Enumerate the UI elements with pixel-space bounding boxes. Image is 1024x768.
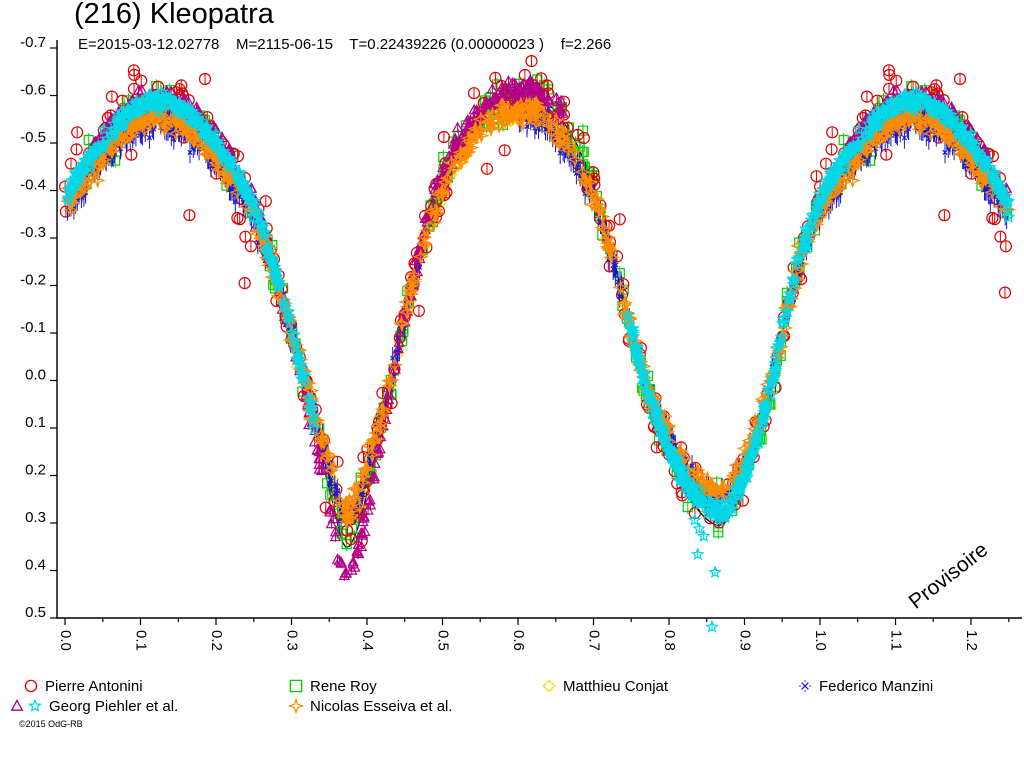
x-tick-label: 0.5	[435, 630, 452, 651]
x-tick-label: 0.9	[737, 630, 754, 651]
y-tick-label: 0.0	[25, 367, 46, 384]
axis-ticks	[50, 47, 1010, 625]
x-tick-label: 0.7	[586, 630, 603, 651]
x-tick-label: 0.2	[208, 630, 225, 651]
x-tick-label: 1.1	[888, 630, 905, 651]
series-conjat	[266, 88, 563, 523]
y-tick-label: -0.4	[20, 177, 46, 194]
x-tick-label: 0.0	[57, 630, 74, 651]
y-tick-label: 0.2	[25, 462, 46, 479]
x-tick-label: 0.1	[133, 630, 150, 651]
x-tick-label: 1.0	[812, 630, 829, 651]
y-tick-label: 0.3	[25, 509, 46, 526]
x-tick-label: 0.4	[359, 630, 376, 651]
page-title: (216) Kleopatra	[74, 0, 274, 30]
ephemeris-subtitle: E=2015-03-12.02778 M=2115-06-15 T=0.2243…	[78, 36, 612, 53]
x-tick-label: 0.8	[661, 630, 678, 651]
series-piehler_star	[61, 85, 1016, 633]
y-tick-label: 0.4	[25, 557, 46, 574]
y-tick-label: -0.1	[20, 319, 46, 336]
y-tick-label: -0.6	[20, 82, 46, 99]
y-tick-label: 0.1	[25, 414, 46, 431]
y-tick-label: -0.2	[20, 272, 46, 289]
x-tick-label: 1.2	[963, 630, 980, 651]
y-tick-label: 0.5	[25, 604, 46, 621]
axis-tick-labels: -0.7 -0.6 -0.5 -0.4 -0.3 -0.2 -0.1 0.0 0.1 0.2 0.3…	[20, 34, 980, 651]
x-tick-label: 0.3	[284, 630, 301, 651]
y-tick-label: -0.7	[20, 34, 46, 51]
y-tick-label: -0.5	[20, 129, 46, 146]
copyright-label: ©2015 OdG-RB	[19, 719, 83, 729]
y-tick-label: -0.3	[20, 224, 46, 241]
series-esseiva	[60, 95, 1017, 530]
x-tick-label: 0.6	[510, 630, 527, 651]
